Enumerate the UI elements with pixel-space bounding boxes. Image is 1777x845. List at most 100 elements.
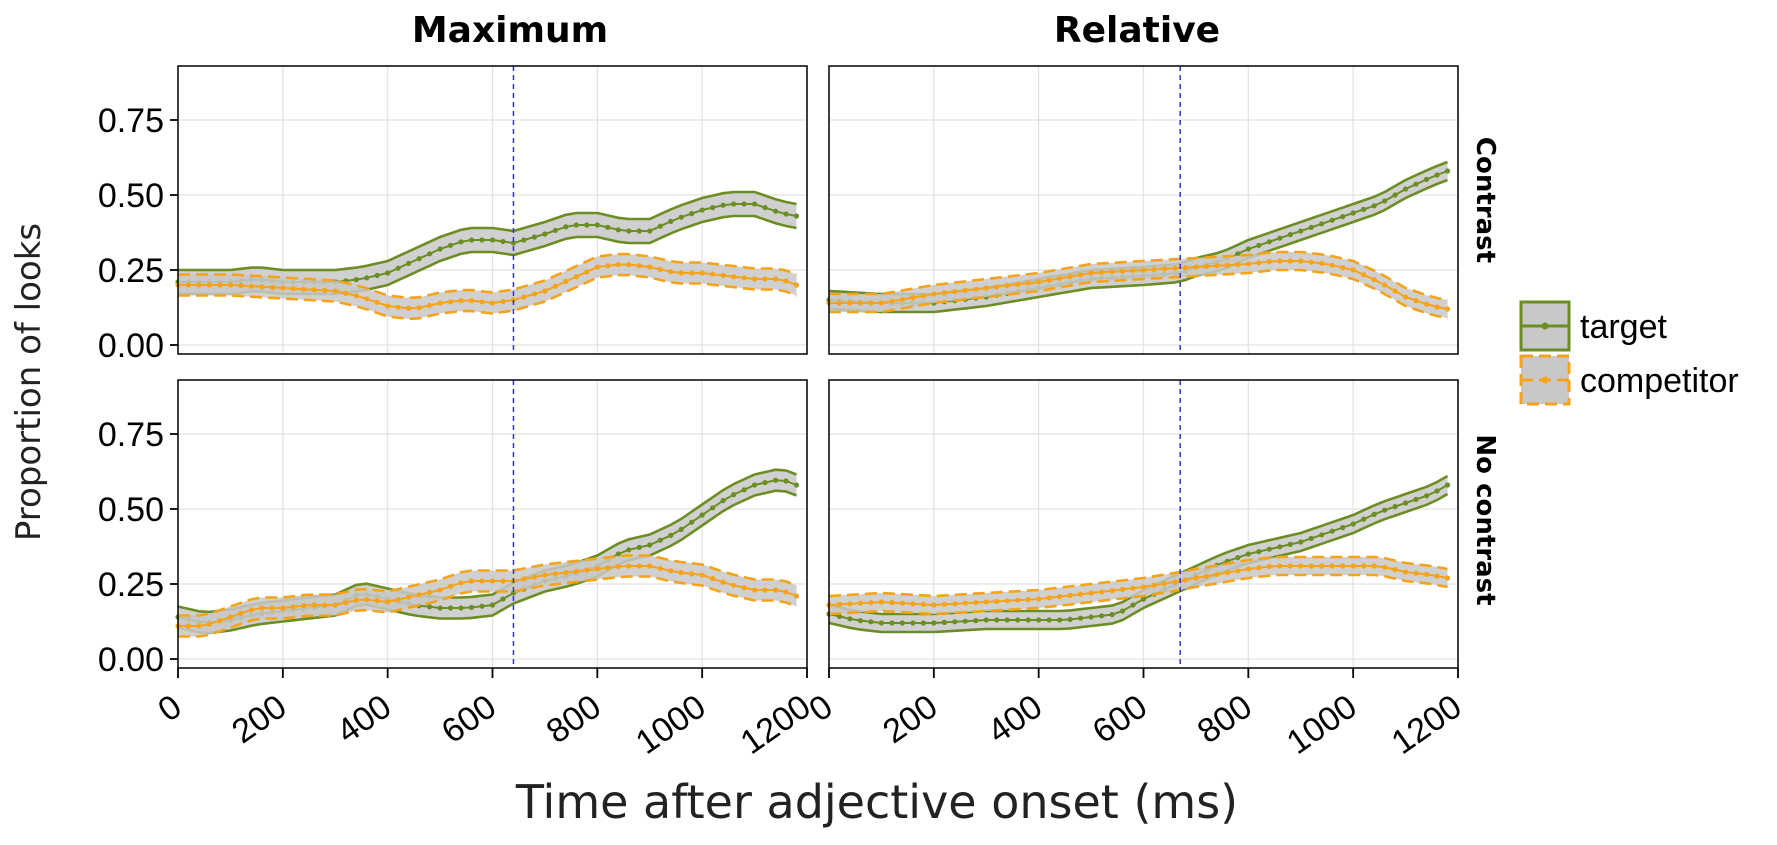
point-target xyxy=(983,617,989,623)
point-target xyxy=(385,270,391,276)
ribbon-lower-competitor xyxy=(178,575,797,638)
point-target xyxy=(406,260,412,266)
point-competitor xyxy=(1161,266,1168,272)
point-competitor xyxy=(1067,592,1073,599)
x-tick-label: 0 xyxy=(151,687,188,729)
point-target xyxy=(931,620,937,626)
point-target xyxy=(458,239,464,245)
point-target xyxy=(1444,482,1451,488)
point-competitor xyxy=(1371,563,1377,569)
point-competitor xyxy=(952,289,958,295)
y-tick-label: 0.50 xyxy=(98,177,164,215)
point-target xyxy=(636,228,642,234)
point-target xyxy=(1245,246,1251,252)
point-competitor xyxy=(751,587,758,593)
point-target xyxy=(647,542,653,548)
point-competitor xyxy=(615,262,621,268)
point-target xyxy=(1025,617,1031,623)
panel-0-1 xyxy=(826,65,1459,355)
point-target xyxy=(437,605,443,611)
point-competitor xyxy=(1057,594,1063,600)
point-target xyxy=(1350,210,1356,216)
point-target xyxy=(605,224,611,230)
point-target xyxy=(374,272,380,278)
ribbon-lower-target xyxy=(828,492,1449,634)
point-target xyxy=(1434,488,1440,494)
point-competitor xyxy=(458,298,464,304)
point-competitor xyxy=(751,276,758,282)
point-target xyxy=(994,617,1000,623)
point-competitor xyxy=(1109,588,1115,594)
point-competitor xyxy=(185,282,192,288)
point-competitor xyxy=(1025,597,1031,603)
point-competitor xyxy=(1193,264,1199,270)
point-competitor xyxy=(605,565,611,571)
point-competitor xyxy=(1078,272,1084,278)
panel-frame xyxy=(177,65,808,355)
point-competitor xyxy=(1350,267,1356,273)
point-competitor xyxy=(1392,288,1398,294)
point-competitor xyxy=(416,305,422,311)
ribbon-upper-competitor xyxy=(829,250,1448,302)
point-competitor xyxy=(762,276,768,282)
point-competitor xyxy=(406,594,412,600)
point-competitor xyxy=(343,290,349,296)
point-competitor xyxy=(374,299,380,305)
point-target xyxy=(1277,544,1283,550)
point-target xyxy=(762,205,768,211)
point-competitor xyxy=(489,578,496,584)
point-competitor xyxy=(1203,263,1209,269)
point-target xyxy=(395,265,401,271)
point-competitor xyxy=(1036,279,1042,285)
point-competitor xyxy=(521,294,527,300)
point-competitor xyxy=(584,567,590,573)
point-target xyxy=(573,222,579,228)
y-tick-label: 0.75 xyxy=(98,416,164,454)
point-competitor xyxy=(437,300,443,306)
point-target xyxy=(1036,617,1042,623)
point-competitor xyxy=(1078,591,1084,597)
point-competitor xyxy=(1046,277,1052,283)
point-competitor xyxy=(1256,565,1262,571)
panel-0-0: 0.00 0.25 0.50 0.75 xyxy=(98,65,808,365)
point-competitor xyxy=(1161,580,1168,587)
point-competitor xyxy=(290,286,296,292)
point-competitor xyxy=(636,563,642,569)
legend-label-target: target xyxy=(1580,308,1667,346)
point-competitor xyxy=(1214,263,1220,269)
point-competitor xyxy=(783,589,789,595)
point-competitor xyxy=(1382,564,1388,570)
point-competitor xyxy=(605,263,611,269)
point-target xyxy=(793,213,800,219)
point-competitor xyxy=(1182,577,1189,583)
point-target xyxy=(1004,617,1010,623)
point-competitor xyxy=(458,580,464,586)
point-competitor xyxy=(227,282,234,288)
point-competitor xyxy=(468,298,475,304)
point-target xyxy=(1266,546,1272,552)
point-competitor xyxy=(962,600,968,606)
point-competitor xyxy=(594,264,600,270)
point-target xyxy=(1287,541,1293,548)
point-target xyxy=(1266,239,1272,245)
point-target xyxy=(1057,617,1063,623)
x-tick-label: 1000 xyxy=(629,687,713,762)
x-tick-label: 800 xyxy=(1191,687,1259,751)
point-competitor xyxy=(720,579,726,585)
point-competitor xyxy=(1004,283,1010,289)
point-competitor xyxy=(1413,298,1419,304)
point-competitor xyxy=(941,290,947,296)
legend-item-target: target xyxy=(1519,300,1667,352)
y-tick-label: 0.00 xyxy=(98,327,164,365)
point-target xyxy=(762,480,768,486)
x-tick-label: 200 xyxy=(876,687,944,751)
point-competitor xyxy=(217,282,223,288)
point-target xyxy=(1015,617,1021,623)
point-target xyxy=(1423,493,1430,499)
point-target xyxy=(1319,221,1325,227)
point-competitor xyxy=(1340,265,1346,271)
point-competitor xyxy=(689,270,695,276)
point-competitor xyxy=(615,564,621,570)
ribbon-lower-competitor xyxy=(829,268,1448,320)
point-competitor xyxy=(353,597,359,603)
